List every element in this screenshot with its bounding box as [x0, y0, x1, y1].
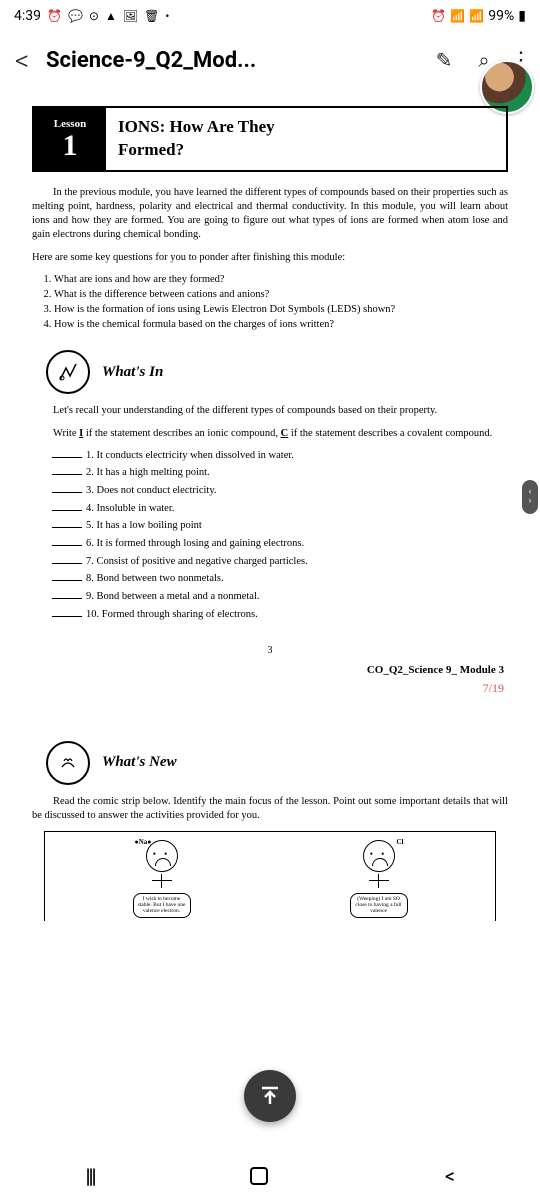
- whats-new-header: What's New: [46, 741, 508, 785]
- blank-line: [52, 563, 82, 564]
- na-label: ●Na●: [135, 838, 152, 847]
- alarm-icon: ⏰: [47, 9, 62, 23]
- lesson-title-box: IONS: How Are They Formed?: [106, 108, 506, 170]
- lesson-number: 1: [63, 131, 78, 161]
- module-code: CO_Q2_Science 9_ Module 3: [367, 663, 504, 678]
- whats-in-p2: Write I if the statement describes an io…: [32, 427, 508, 441]
- blank-line: [52, 616, 82, 617]
- list-item: 1. It conducts electricity when dissolve…: [52, 449, 508, 463]
- key-q-3: How is the formation of ions using Lewis…: [54, 303, 508, 317]
- warning-icon: ▲: [105, 9, 117, 23]
- whats-new-intro: Read the comic strip below. Identify the…: [32, 795, 508, 823]
- compound-exercise-list: 1. It conducts electricity when dissolve…: [52, 449, 508, 622]
- document-title: Science-9_Q2_Mod...: [46, 48, 418, 73]
- system-nav-bar: ||| <: [0, 1152, 540, 1200]
- gallery-icon: 🖼: [123, 9, 138, 23]
- status-bar: 4:39 ⏰ 💬 ⊙ ▲ 🖼 🗑 • ⏰ 📶 📶 99% ▮: [0, 0, 540, 32]
- list-item: 7. Consist of positive and negative char…: [52, 555, 508, 569]
- page-counter: 7/19: [483, 680, 504, 696]
- blank-line: [52, 510, 82, 511]
- blank-line: [52, 527, 82, 528]
- lesson-header: Lesson 1 IONS: How Are They Formed?: [32, 106, 508, 172]
- list-item: 6. It is formed through losing and gaini…: [52, 537, 508, 551]
- page-number-center: 3: [32, 644, 508, 658]
- lesson-title-2: Formed?: [118, 139, 494, 162]
- list-item: 8. Bond between two nonmetals.: [52, 572, 508, 586]
- na-bubble: I wish to become stable. But I have one …: [133, 893, 191, 917]
- status-left: 4:39 ⏰ 💬 ⊙ ▲ 🖼 🗑 •: [14, 8, 169, 24]
- key-q-4: How is the chemical formula based on the…: [54, 318, 508, 332]
- key-q-1: What are ions and how are they formed?: [54, 273, 508, 287]
- blank-line: [52, 474, 82, 475]
- cl-label: Cl: [397, 838, 404, 847]
- blank-line: [52, 492, 82, 493]
- blank-line: [52, 598, 82, 599]
- signal-icon: 📶: [469, 9, 484, 23]
- whats-in-icon: [46, 350, 90, 394]
- list-item: 9. Bond between a metal and a nonmetal.: [52, 590, 508, 604]
- list-item: 3. Does not conduct electricity.: [52, 484, 508, 498]
- page-footer: CO_Q2_Science 9_ Module 3 7/19: [32, 663, 508, 696]
- overflow-dot-icon: •: [165, 9, 169, 23]
- battery-icon: ▮: [518, 8, 526, 24]
- chat-icon: 💬: [68, 9, 83, 23]
- intro-paragraph-1: In the previous module, you have learned…: [32, 186, 508, 243]
- trash-icon: 🗑: [144, 9, 159, 23]
- whats-in-p1: Let's recall your understanding of the d…: [32, 404, 508, 418]
- nav-home-button[interactable]: [250, 1167, 290, 1185]
- nav-recents-button[interactable]: |||: [70, 1164, 110, 1188]
- list-item: 5. It has a low boiling point: [52, 519, 508, 533]
- dot-icon: ⊙: [89, 9, 99, 23]
- status-time: 4:39: [14, 8, 41, 24]
- cl-bubble: (Weeping) I am SO close to having a full…: [350, 893, 408, 917]
- back-button[interactable]: <: [10, 44, 34, 77]
- lesson-title-1: IONS: How Are They: [118, 116, 494, 139]
- chlorine-character: Cl (Weeping) I am SO close to having a f…: [350, 840, 408, 918]
- edit-icon[interactable]: ✎: [430, 48, 458, 72]
- list-item: 4. Insoluble in water.: [52, 502, 508, 516]
- whats-new-icon: [46, 741, 90, 785]
- blank-line: [52, 580, 82, 581]
- list-item: 2. It has a high melting point.: [52, 466, 508, 480]
- battery-text: 99%: [488, 8, 514, 24]
- page-content: Lesson 1 IONS: How Are They Formed? In t…: [10, 88, 530, 931]
- key-q-2: What is the difference between cations a…: [54, 288, 508, 302]
- intro-paragraph-2: Here are some key questions for you to p…: [32, 251, 508, 265]
- alarm2-icon: ⏰: [431, 9, 446, 23]
- wifi-icon: 📶: [450, 9, 465, 23]
- status-right: ⏰ 📶 📶 99% ▮: [431, 8, 526, 24]
- whats-new-title: What's New: [102, 752, 177, 772]
- key-questions-list: What are ions and how are they formed? W…: [54, 273, 508, 333]
- lesson-number-box: Lesson 1: [34, 108, 106, 170]
- scroll-indicator[interactable]: ‹›: [522, 480, 538, 514]
- nav-back-button[interactable]: <: [430, 1164, 470, 1188]
- document-viewport[interactable]: Lesson 1 IONS: How Are They Formed? In t…: [0, 88, 540, 931]
- sodium-character: ●Na● I wish to become stable. But I have…: [133, 840, 191, 918]
- blank-line: [52, 457, 82, 458]
- whats-in-header: What's In: [46, 350, 508, 394]
- whats-in-title: What's In: [102, 362, 163, 382]
- app-bar: < Science-9_Q2_Mod... ✎ ⌕ ⋮: [0, 32, 540, 88]
- comic-panel: ●Na● I wish to become stable. But I have…: [44, 831, 496, 921]
- collapse-fab[interactable]: [244, 1070, 296, 1122]
- list-item: 10. Formed through sharing of electrons.: [52, 608, 508, 622]
- blank-line: [52, 545, 82, 546]
